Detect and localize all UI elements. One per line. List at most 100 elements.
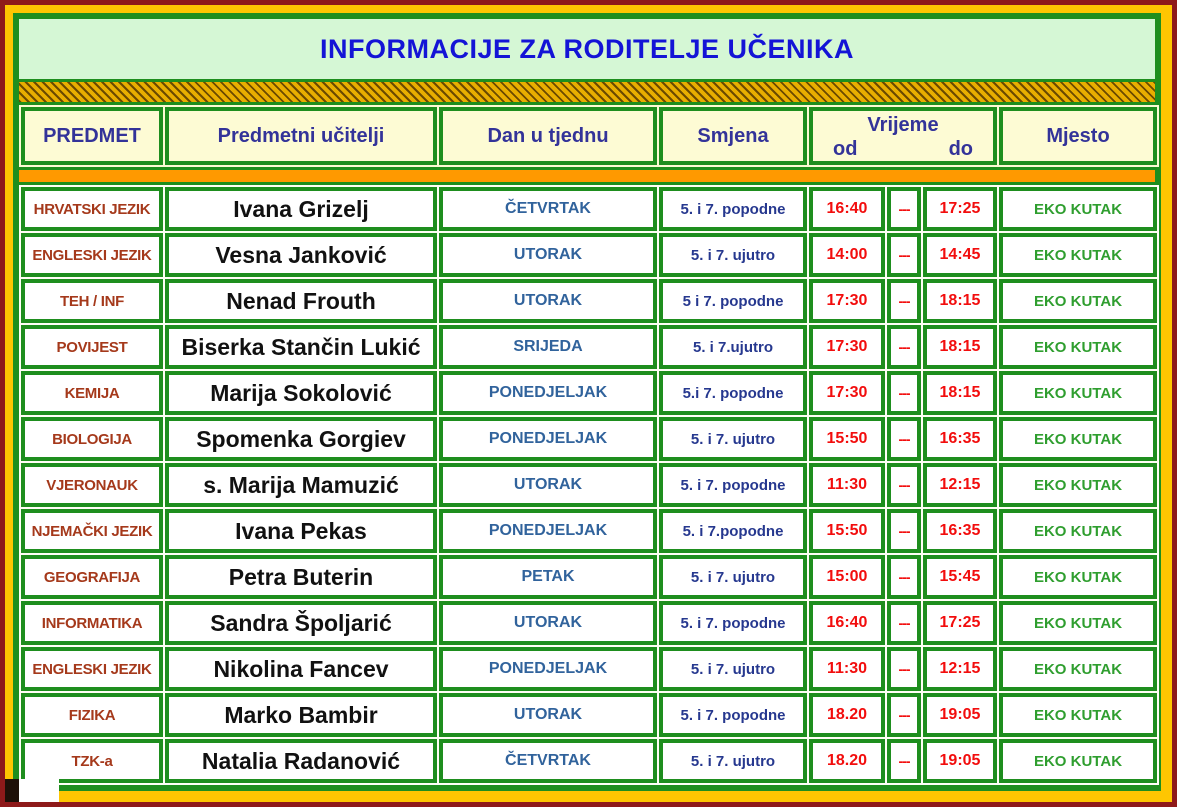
table-row: VJERONAUK s. Marija Mamuzić UTORAK 5. i …	[21, 463, 1157, 507]
title-bar: INFORMACIJE ZA RODITELJE UČENIKA	[19, 19, 1155, 79]
cell-dash: ---	[887, 187, 921, 231]
cell-dash: ---	[887, 647, 921, 691]
cell-day: SRIJEDA	[439, 325, 657, 369]
cell-teacher: Sandra Špoljarić	[165, 601, 437, 645]
cell-shift: 5. i 7. popodne	[659, 693, 807, 737]
cell-place: EKO KUTAK	[999, 279, 1157, 323]
table-row: NJEMAČKI JEZIK Ivana Pekas PONEDJELJAK 5…	[21, 509, 1157, 553]
cell-time-to: 17:25	[923, 187, 997, 231]
table-row: POVIJEST Biserka Stančin Lukić SRIJEDA 5…	[21, 325, 1157, 369]
cell-subject: FIZIKA	[21, 693, 163, 737]
cell-teacher: Nenad Frouth	[165, 279, 437, 323]
cell-dash: ---	[887, 233, 921, 277]
cell-day: UTORAK	[439, 279, 657, 323]
header-table: PREDMET Predmetni učitelji Dan u tjednu …	[19, 105, 1160, 167]
cell-day: UTORAK	[439, 233, 657, 277]
cell-subject: VJERONAUK	[21, 463, 163, 507]
cell-teacher: Ivana Pekas	[165, 509, 437, 553]
cell-dash: ---	[887, 555, 921, 599]
cell-time-from: 17:30	[809, 325, 885, 369]
cell-dash: ---	[887, 463, 921, 507]
cell-time-from: 17:30	[809, 279, 885, 323]
cell-teacher: Spomenka Gorgiev	[165, 417, 437, 461]
cell-day: PONEDJELJAK	[439, 509, 657, 553]
cell-shift: 5. i 7. popodne	[659, 463, 807, 507]
table-row: TEH / INF Nenad Frouth UTORAK 5 i 7. pop…	[21, 279, 1157, 323]
cell-time-to: 14:45	[923, 233, 997, 277]
cell-shift: 5. i 7. popodne	[659, 187, 807, 231]
cell-dash: ---	[887, 417, 921, 461]
page-title: INFORMACIJE ZA RODITELJE UČENIKA	[319, 33, 855, 64]
cell-time-to: 18:15	[923, 371, 997, 415]
cell-time-to: 19:05	[923, 739, 997, 783]
cell-place: EKO KUTAK	[999, 325, 1157, 369]
cell-dash: ---	[887, 693, 921, 737]
cell-time-from: 11:30	[809, 647, 885, 691]
cell-place: EKO KUTAK	[999, 509, 1157, 553]
cell-subject: TZK-a	[21, 739, 163, 783]
cell-place: EKO KUTAK	[999, 693, 1157, 737]
cell-time-to: 16:35	[923, 417, 997, 461]
table-row: FIZIKA Marko Bambir UTORAK 5. i 7. popod…	[21, 693, 1157, 737]
cell-time-to: 18:15	[923, 325, 997, 369]
cell-time-from: 16:40	[809, 601, 885, 645]
cell-teacher: Marko Bambir	[165, 693, 437, 737]
cell-time-from: 17:30	[809, 371, 885, 415]
corner-artifact-dark	[5, 779, 19, 802]
cell-time-from: 16:40	[809, 187, 885, 231]
cell-day: PONEDJELJAK	[439, 647, 657, 691]
cell-dash: ---	[887, 325, 921, 369]
table-row: TZK-a Natalia Radanović ČETVRTAK 5. i 7.…	[21, 739, 1157, 783]
cell-day: PONEDJELJAK	[439, 371, 657, 415]
cell-subject: ENGLESKI JEZIK	[21, 233, 163, 277]
cell-place: EKO KUTAK	[999, 417, 1157, 461]
col-header-time-to: do	[948, 138, 974, 160]
cell-subject: TEH / INF	[21, 279, 163, 323]
cell-shift: 5. i 7. ujutro	[659, 739, 807, 783]
cell-place: EKO KUTAK	[999, 233, 1157, 277]
cell-teacher: Biserka Stančin Lukić	[165, 325, 437, 369]
col-header-place: Mjesto	[999, 107, 1158, 165]
cell-dash: ---	[887, 739, 921, 783]
cell-teacher: Vesna Janković	[165, 233, 437, 277]
cell-time-to: 16:35	[923, 509, 997, 553]
schedule-body: HRVATSKI JEZIK Ivana Grizelj ČETVRTAK 5.…	[21, 187, 1157, 783]
cell-place: EKO KUTAK	[999, 647, 1157, 691]
table-row: KEMIJA Marija Sokolović PONEDJELJAK 5.i …	[21, 371, 1157, 415]
cell-place: EKO KUTAK	[999, 739, 1157, 783]
cell-teacher: Ivana Grizelj	[165, 187, 437, 231]
cell-shift: 5. i 7.popodne	[659, 509, 807, 553]
cell-time-to: 12:15	[923, 463, 997, 507]
cell-dash: ---	[887, 509, 921, 553]
cell-shift: 5. i 7. popodne	[659, 601, 807, 645]
table-row: HRVATSKI JEZIK Ivana Grizelj ČETVRTAK 5.…	[21, 187, 1157, 231]
cell-day: UTORAK	[439, 463, 657, 507]
header-row: PREDMET Predmetni učitelji Dan u tjednu …	[21, 107, 1158, 165]
cell-shift: 5. i 7. ujutro	[659, 233, 807, 277]
cell-time-from: 18.20	[809, 739, 885, 783]
cell-day: ČETVRTAK	[439, 739, 657, 783]
cell-subject: ENGLESKI JEZIK	[21, 647, 163, 691]
cell-dash: ---	[887, 371, 921, 415]
cell-time-from: 15:50	[809, 509, 885, 553]
cell-shift: 5.i 7. popodne	[659, 371, 807, 415]
cell-day: UTORAK	[439, 693, 657, 737]
cell-subject: POVIJEST	[21, 325, 163, 369]
cell-teacher: Petra Buterin	[165, 555, 437, 599]
cell-time-to: 17:25	[923, 601, 997, 645]
cell-subject: BIOLOGIJA	[21, 417, 163, 461]
cell-place: EKO KUTAK	[999, 555, 1157, 599]
table-row: ENGLESKI JEZIK Vesna Janković UTORAK 5. …	[21, 233, 1157, 277]
cell-day: ČETVRTAK	[439, 187, 657, 231]
cell-shift: 5 i 7. popodne	[659, 279, 807, 323]
cell-time-from: 18.20	[809, 693, 885, 737]
cell-time-to: 19:05	[923, 693, 997, 737]
schedule-frame: INFORMACIJE ZA RODITELJE UČENIKA PREDMET…	[13, 13, 1161, 791]
cell-day: UTORAK	[439, 601, 657, 645]
cell-subject: NJEMAČKI JEZIK	[21, 509, 163, 553]
cell-subject: GEOGRAFIJA	[21, 555, 163, 599]
cell-shift: 5. i 7.ujutro	[659, 325, 807, 369]
hatch-divider	[19, 79, 1155, 105]
cell-time-from: 15:50	[809, 417, 885, 461]
schedule-table: HRVATSKI JEZIK Ivana Grizelj ČETVRTAK 5.…	[19, 185, 1159, 785]
